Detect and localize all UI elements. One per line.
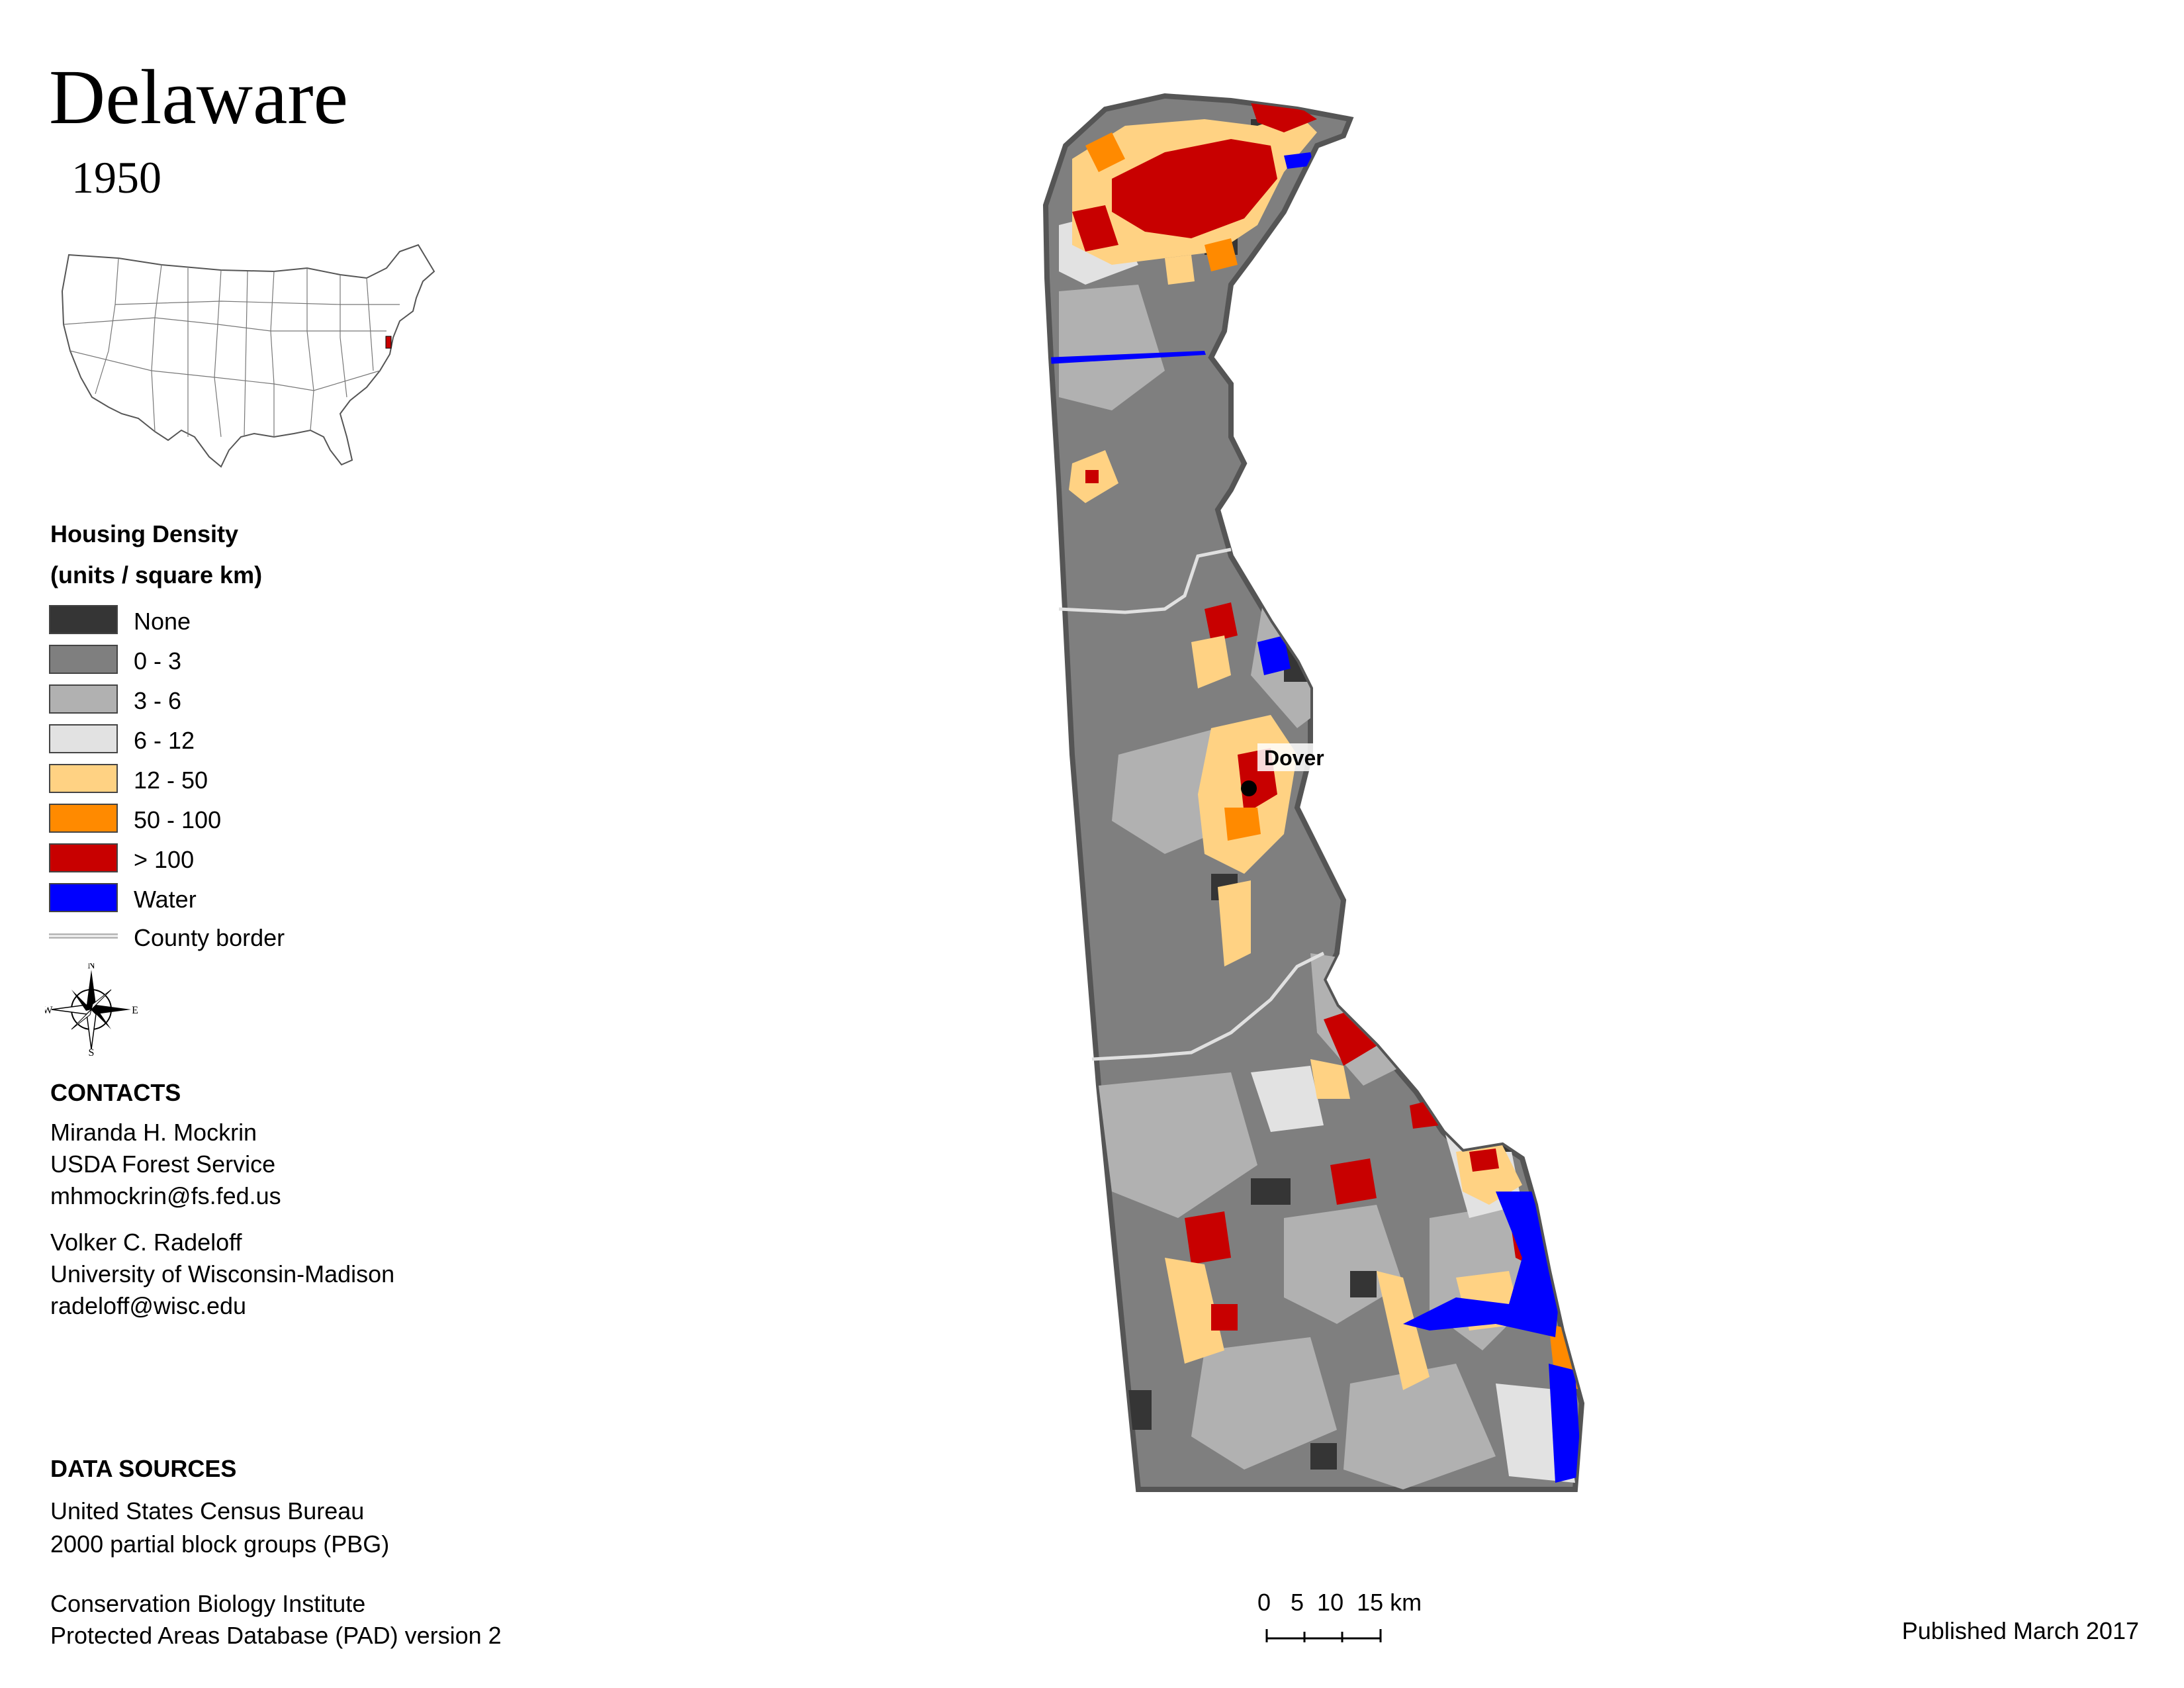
contact1-name: Miranda H. Mockrin — [50, 1119, 257, 1146]
scale-bar — [1265, 1629, 1382, 1642]
us-locator-map — [61, 244, 435, 468]
dover-label: Dover — [1264, 746, 1324, 770]
legend-swatch — [49, 724, 118, 753]
contact2-name: Volker C. Radeloff — [50, 1229, 242, 1256]
contact1-email: mhmockrin@fs.fed.us — [50, 1182, 281, 1209]
legend-item-county-border: County border — [49, 920, 393, 953]
legend-label: 6 - 12 — [134, 727, 195, 754]
legend-title: Housing Density — [50, 520, 239, 547]
delaware-highlight — [385, 336, 392, 349]
contacts-heading: CONTACTS — [50, 1079, 181, 1106]
source2-line1: Conservation Biology Institute — [50, 1590, 366, 1617]
legend-item-0-3: 0 - 3 — [49, 643, 393, 677]
legend-label: 12 - 50 — [134, 767, 208, 794]
dover-marker — [1241, 780, 1257, 796]
legend-label: None — [134, 608, 191, 635]
source1-line1: United States Census Bureau — [50, 1497, 365, 1524]
compass-n: N — [87, 963, 95, 971]
legend-swatch — [49, 645, 118, 674]
legend-swatch — [49, 684, 118, 714]
legend-swatch — [49, 764, 118, 793]
legend-label: County border — [134, 924, 285, 951]
legend-label: 0 - 3 — [134, 647, 182, 675]
source1-line2: 2000 partial block groups (PBG) — [50, 1530, 390, 1558]
legend-item-6-12: 6 - 12 — [49, 723, 393, 756]
legend-swatch — [49, 804, 118, 833]
legend-item-12-50: 12 - 50 — [49, 763, 393, 796]
legend-item-3-6: 3 - 6 — [49, 683, 393, 716]
delaware-housing-density-map: Dover — [1042, 93, 1585, 1492]
legend-line-swatch — [49, 933, 118, 939]
legend-item-50-100: 50 - 100 — [49, 802, 393, 835]
legend-swatch — [49, 883, 118, 912]
county-border-south — [1091, 951, 1325, 1061]
legend-swatch — [49, 843, 118, 872]
map-title: Delaware — [49, 54, 349, 140]
map-year: 1950 — [71, 152, 161, 203]
scale-labels: 0 5 10 15 km — [1257, 1589, 1422, 1616]
dover-label-bg — [1257, 743, 1337, 771]
legend-label: 50 - 100 — [134, 806, 222, 833]
contact2-email: radeloff@wisc.edu — [50, 1292, 247, 1319]
compass-e: E — [132, 1005, 138, 1016]
legend-label: Water — [134, 886, 197, 913]
published-date: Published March 2017 — [1901, 1617, 2139, 1644]
compass-s: S — [89, 1047, 95, 1056]
contact1-org: USDA Forest Service — [50, 1150, 276, 1178]
legend-label: > 100 — [134, 846, 195, 873]
contact2-org: University of Wisconsin-Madison — [50, 1260, 395, 1288]
us-outline — [61, 244, 435, 468]
legend-item-none: None — [49, 604, 393, 637]
source2-line2: Protected Areas Database (PAD) version 2 — [50, 1622, 502, 1649]
legend-subtitle: (units / square km) — [50, 561, 263, 588]
compass-rose-icon: N S W E — [45, 963, 138, 1056]
compass-w: W — [45, 1005, 53, 1016]
legend-label: 3 - 6 — [134, 687, 182, 714]
data-sources-heading: DATA SOURCES — [50, 1455, 237, 1482]
county-border-north — [1058, 547, 1232, 614]
legend-item-water: Water — [49, 882, 393, 915]
state-lines — [63, 258, 400, 438]
legend-swatch — [49, 605, 118, 634]
legend-item-over-100: > 100 — [49, 842, 393, 875]
